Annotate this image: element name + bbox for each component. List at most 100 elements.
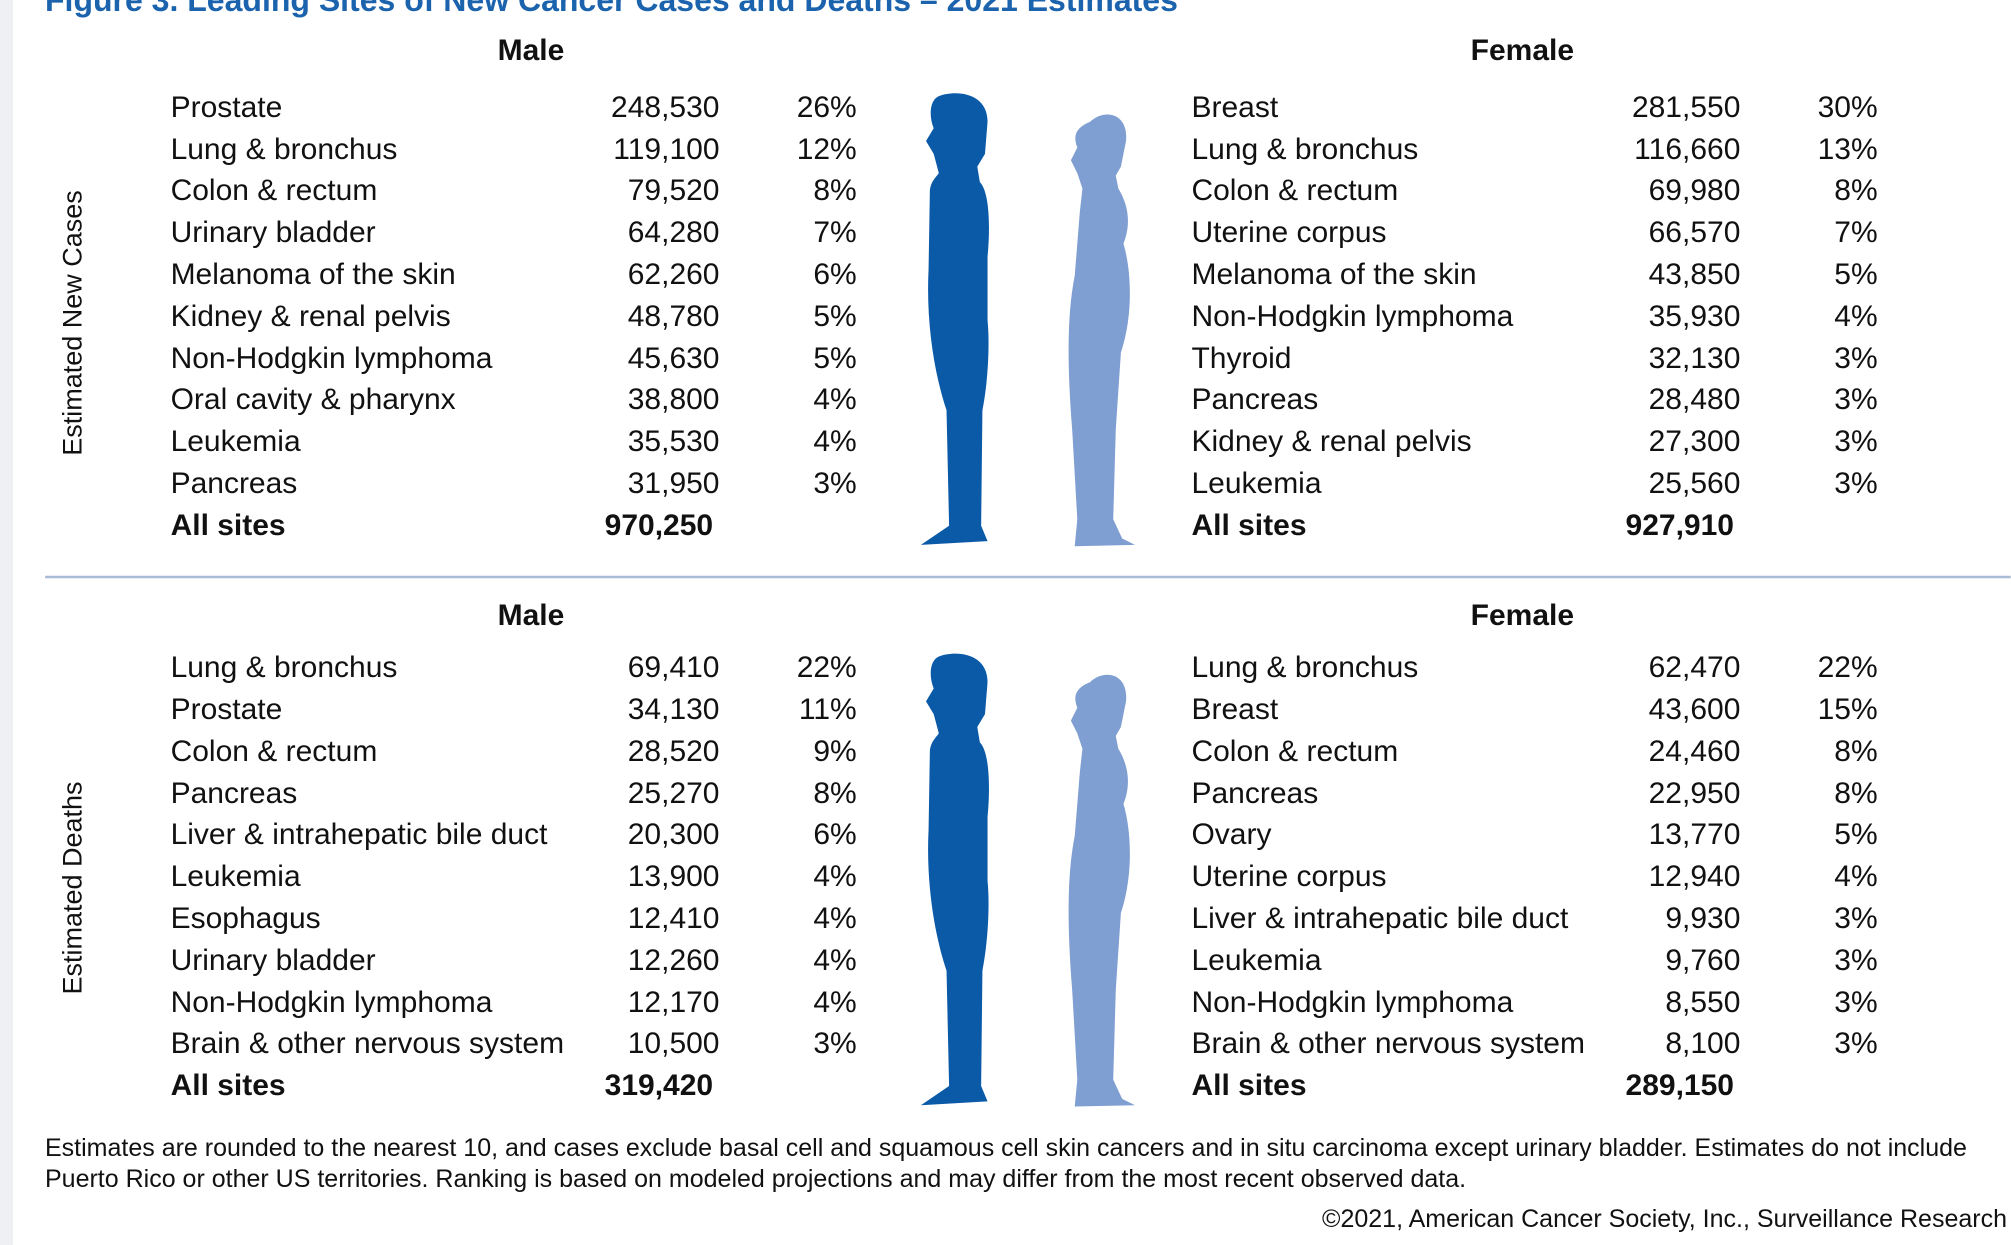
total-label: All sites <box>1191 1071 1306 1101</box>
percent: 5% <box>813 344 856 374</box>
count: 22,950 <box>1649 779 1741 809</box>
count: 20,300 <box>628 820 720 850</box>
count: 8,550 <box>1665 988 1740 1018</box>
count: 25,560 <box>1649 469 1741 499</box>
site-name: Liver & intrahepatic bile duct <box>1191 904 1568 934</box>
female-figure <box>1069 114 1135 546</box>
site-name: Melanoma of the skin <box>1191 260 1476 290</box>
count: 31,950 <box>628 469 720 499</box>
percent: 3% <box>1834 946 1877 976</box>
count: 12,170 <box>628 988 720 1018</box>
site-name: Breast <box>1191 695 1278 725</box>
percent: 4% <box>813 385 856 415</box>
site-name: Colon & rectum <box>1191 176 1398 206</box>
site-name: Prostate <box>171 695 283 725</box>
percent: 22% <box>797 653 857 683</box>
site-name: Pancreas <box>171 469 298 499</box>
site-name: Leukemia <box>1191 946 1321 976</box>
percent: 4% <box>813 946 856 976</box>
count: 32,130 <box>1649 344 1741 374</box>
count: 13,770 <box>1649 820 1741 850</box>
count: 9,930 <box>1665 904 1740 934</box>
female-figure <box>1069 675 1135 1107</box>
count: 43,850 <box>1649 260 1741 290</box>
site-name: Lung & bronchus <box>1191 135 1418 165</box>
count: 13,900 <box>628 862 720 892</box>
percent: 4% <box>813 862 856 892</box>
site-name: Colon & rectum <box>171 176 378 206</box>
site-name: Colon & rectum <box>1191 737 1398 767</box>
total-label: All sites <box>171 511 286 541</box>
count: 35,930 <box>1649 302 1741 332</box>
count: 116,660 <box>1634 135 1740 165</box>
site-name: Ovary <box>1191 820 1271 850</box>
percent: 8% <box>1834 737 1877 767</box>
percent: 7% <box>813 218 856 248</box>
percent: 3% <box>1834 385 1877 415</box>
site-name: Breast <box>1191 93 1278 123</box>
count: 48,780 <box>628 302 720 332</box>
total-label: All sites <box>171 1071 286 1101</box>
site-name: Lung & bronchus <box>171 653 398 683</box>
percent: 6% <box>813 260 856 290</box>
site-name: Urinary bladder <box>171 218 376 248</box>
percent: 8% <box>813 779 856 809</box>
count: 8,100 <box>1665 1029 1740 1059</box>
percent: 4% <box>813 988 856 1018</box>
count: 62,470 <box>1649 653 1741 683</box>
percent: 5% <box>813 302 856 332</box>
group-heading: Male <box>498 601 565 631</box>
section-label: Estimated New Cases <box>58 190 89 456</box>
page: Figure 3. Leading Sites of New Cancer Ca… <box>0 0 2011 1245</box>
site-name: Prostate <box>171 93 283 123</box>
percent: 3% <box>1834 904 1877 934</box>
percent: 3% <box>813 469 856 499</box>
count: 25,270 <box>628 779 720 809</box>
percent: 9% <box>813 737 856 767</box>
percent: 11% <box>799 695 857 725</box>
count: 62,260 <box>628 260 720 290</box>
site-name: Urinary bladder <box>171 946 376 976</box>
site-name: Pancreas <box>1191 779 1318 809</box>
percent: 4% <box>1834 302 1877 332</box>
count: 69,410 <box>628 653 720 683</box>
site-name: Melanoma of the skin <box>171 260 456 290</box>
count: 27,300 <box>1649 427 1741 457</box>
percent: 3% <box>813 1029 856 1059</box>
figure-title: Figure 3. Leading Sites of New Cancer Ca… <box>45 0 1178 19</box>
site-name: Pancreas <box>171 779 298 809</box>
site-name: Non-Hodgkin lymphoma <box>171 988 493 1018</box>
percent: 22% <box>1818 653 1878 683</box>
site-name: Liver & intrahepatic bile duct <box>171 820 548 850</box>
count: 10,500 <box>628 1029 720 1059</box>
percent: 4% <box>813 904 856 934</box>
percent: 5% <box>1834 260 1877 290</box>
site-name: Non-Hodgkin lymphoma <box>1191 302 1513 332</box>
group-heading: Female <box>1471 36 1574 66</box>
site-name: Kidney & renal pelvis <box>171 302 451 332</box>
percent: 8% <box>1834 176 1877 206</box>
site-name: Colon & rectum <box>171 737 378 767</box>
footnote: Estimates are rounded to the nearest 10,… <box>45 1133 1995 1195</box>
site-name: Esophagus <box>171 904 321 934</box>
site-name: Lung & bronchus <box>171 135 398 165</box>
total-count: 289,150 <box>1626 1071 1734 1101</box>
percent: 26% <box>797 93 857 123</box>
percent: 5% <box>1834 820 1877 850</box>
total-count: 319,420 <box>605 1071 713 1101</box>
group-heading: Male <box>498 36 565 66</box>
percent: 3% <box>1834 427 1877 457</box>
count: 281,550 <box>1632 93 1740 123</box>
percent: 6% <box>813 820 856 850</box>
percent: 4% <box>813 427 856 457</box>
count: 119,100 <box>613 135 719 165</box>
percent: 30% <box>1818 93 1878 123</box>
count: 28,520 <box>628 737 720 767</box>
site-name: Non-Hodgkin lymphoma <box>171 344 493 374</box>
percent: 3% <box>1834 469 1877 499</box>
site-name: Brain & other nervous system <box>1191 1029 1585 1059</box>
count: 12,410 <box>628 904 720 934</box>
credit: ©2021, American Cancer Society, Inc., Su… <box>1322 1205 2007 1234</box>
site-name: Uterine corpus <box>1191 218 1386 248</box>
percent: 8% <box>813 176 856 206</box>
